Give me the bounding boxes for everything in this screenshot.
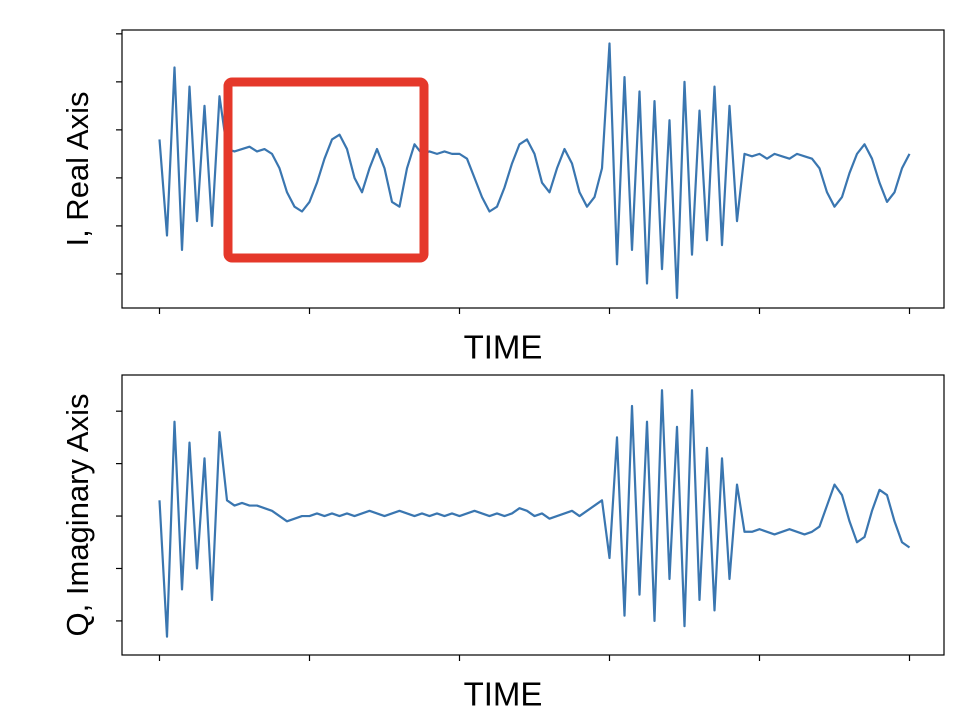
plot-frame (121, 29, 945, 309)
x-axis-label: TIME (464, 329, 543, 366)
signal-line (158, 389, 911, 638)
highlight-box (223, 77, 429, 263)
y-axis-label: Q, Imaginary Axis (60, 394, 95, 637)
y-axis-label: I, Real Axis (60, 91, 95, 246)
signal-line (158, 42, 911, 300)
plot-frame (121, 374, 945, 656)
x-axis-label: TIME (464, 676, 543, 713)
